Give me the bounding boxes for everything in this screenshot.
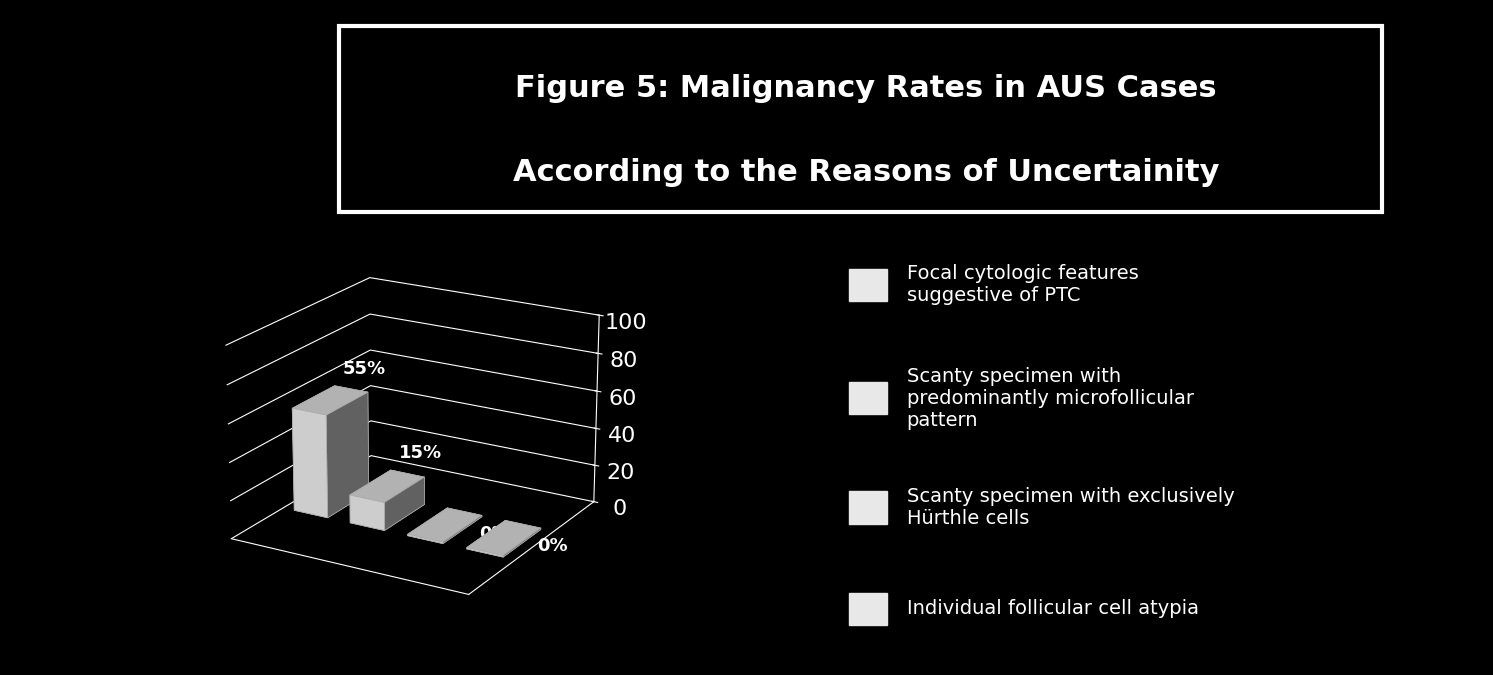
Bar <box>850 593 887 625</box>
Bar <box>850 491 887 524</box>
Text: According to the Reasons of Uncertainity: According to the Reasons of Uncertainity <box>512 159 1220 188</box>
Text: Focal cytologic features
suggestive of PTC: Focal cytologic features suggestive of P… <box>906 265 1139 305</box>
FancyBboxPatch shape <box>339 26 1383 212</box>
Bar <box>850 382 887 414</box>
Text: Scanty specimen with
predominantly microfollicular
pattern: Scanty specimen with predominantly micro… <box>906 367 1194 430</box>
Text: Figure 5: Malignancy Rates in AUS Cases: Figure 5: Malignancy Rates in AUS Cases <box>515 74 1217 103</box>
Text: Scanty specimen with exclusively
Hürthle cells: Scanty specimen with exclusively Hürthle… <box>906 487 1235 528</box>
Bar <box>850 269 887 301</box>
Text: Individual follicular cell atypia: Individual follicular cell atypia <box>906 599 1199 618</box>
